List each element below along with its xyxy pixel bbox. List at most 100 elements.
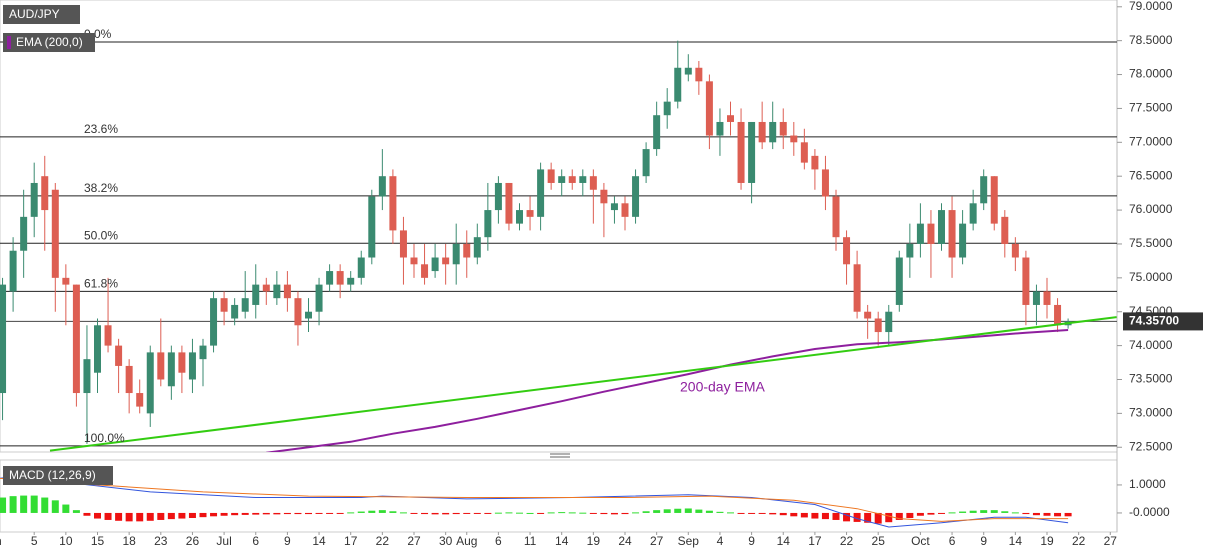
histogram-bar — [9, 496, 17, 513]
x-tick-label: 27 — [407, 534, 421, 548]
histogram-bar — [20, 495, 28, 513]
x-tick-label: 26 — [186, 534, 200, 548]
candle-body — [294, 298, 302, 326]
histogram-bar — [494, 512, 502, 514]
candle-body — [315, 284, 323, 312]
histogram-bar — [473, 512, 481, 514]
candle-body — [273, 284, 281, 299]
candle-body — [1032, 291, 1040, 305]
histogram-bar — [589, 512, 597, 514]
candle-body — [727, 115, 734, 122]
legend-box — [3, 33, 95, 52]
histogram-bar — [758, 512, 766, 514]
histogram-bar — [30, 495, 38, 513]
price-label-box — [1123, 312, 1203, 331]
x-tick-label: Oct — [911, 534, 930, 548]
macd-title: MACD (12,26,9) — [9, 468, 96, 482]
y-tick-label: 1.0000 — [1129, 477, 1166, 491]
y-tick-label: 77.5000 — [1129, 101, 1173, 115]
fib-label: 100.0% — [84, 431, 125, 445]
x-tick-label: 4 — [717, 534, 724, 548]
candle-body — [779, 121, 787, 136]
histogram-bar — [558, 512, 566, 514]
candle-body — [1054, 304, 1062, 326]
candle-body — [368, 196, 376, 258]
candle-body — [948, 210, 956, 258]
histogram-bar — [980, 510, 988, 513]
x-tick-label: 11 — [524, 534, 537, 548]
candle-body — [421, 264, 429, 278]
x-tick-label: 9 — [980, 534, 987, 548]
candle-body — [41, 176, 49, 211]
histogram-bar — [959, 511, 967, 513]
candle-body — [990, 176, 998, 224]
histogram-bar — [526, 512, 534, 514]
candle-body — [864, 311, 872, 319]
histogram-bar — [695, 509, 703, 513]
histogram-bar — [484, 512, 492, 514]
candle-body — [484, 210, 492, 238]
candle-body — [895, 257, 903, 305]
candle-body — [568, 176, 576, 183]
histogram-bar — [885, 512, 893, 523]
histogram-bar — [0, 497, 7, 513]
histogram-bar — [262, 512, 270, 515]
x-tick-label: 24 — [618, 534, 632, 548]
x-tick-label: 22 — [376, 534, 390, 548]
histogram-bar — [727, 512, 734, 514]
fib-label: 23.6% — [84, 122, 118, 136]
histogram-bar — [505, 512, 513, 514]
histogram-bar — [1054, 512, 1062, 517]
candle-body — [410, 257, 418, 265]
x-tick-label: 14 — [777, 534, 791, 548]
histogram-bar — [800, 512, 808, 518]
candle-body — [115, 345, 123, 366]
histogram-bar — [104, 512, 112, 520]
fib-label: 38.2% — [84, 181, 118, 195]
histogram-bar — [188, 512, 196, 518]
candle-body — [125, 365, 133, 394]
candle-body — [1043, 291, 1051, 305]
candle-body — [959, 223, 967, 258]
candle-body — [758, 121, 766, 143]
candle-body — [800, 142, 808, 163]
histogram-bar — [853, 512, 861, 522]
x-tick-label: 22 — [1072, 534, 1086, 548]
histogram-bar — [600, 512, 608, 515]
candle-body — [516, 210, 523, 224]
histogram-bar — [1001, 511, 1009, 513]
histogram-bar — [146, 512, 154, 521]
candle-body — [980, 176, 988, 204]
candle-body — [621, 203, 629, 217]
x-tick-label: 22 — [840, 534, 854, 548]
histogram-bar — [895, 512, 903, 520]
histogram-bar — [610, 512, 618, 515]
candle-body — [547, 169, 555, 183]
candle-body — [442, 257, 450, 265]
candle-body — [473, 237, 481, 258]
x-tick-label: 17 — [808, 534, 822, 548]
candle-body — [790, 135, 798, 143]
histogram-bar — [83, 512, 91, 516]
candle-body — [969, 203, 977, 224]
histogram-bar — [864, 512, 872, 523]
histogram-bar — [948, 512, 956, 514]
legend-swatch — [7, 36, 11, 49]
histogram-bar — [347, 512, 355, 514]
candle-body — [505, 182, 513, 224]
histogram-bar — [1043, 512, 1051, 516]
candle-body — [716, 121, 724, 136]
x-tick-label: 15 — [91, 534, 105, 548]
histogram-bar — [241, 512, 249, 515]
y-tick-label: 78.0000 — [1129, 67, 1173, 81]
candle-body — [811, 155, 819, 170]
candle-body — [178, 352, 186, 373]
histogram-bar — [210, 512, 218, 517]
histogram-bar — [969, 510, 977, 513]
histogram-bar — [431, 512, 439, 515]
x-tick-label: 17 — [344, 534, 358, 548]
candle-body — [558, 176, 566, 183]
candle-body — [20, 216, 28, 251]
y-tick-label: 76.0000 — [1129, 202, 1173, 216]
